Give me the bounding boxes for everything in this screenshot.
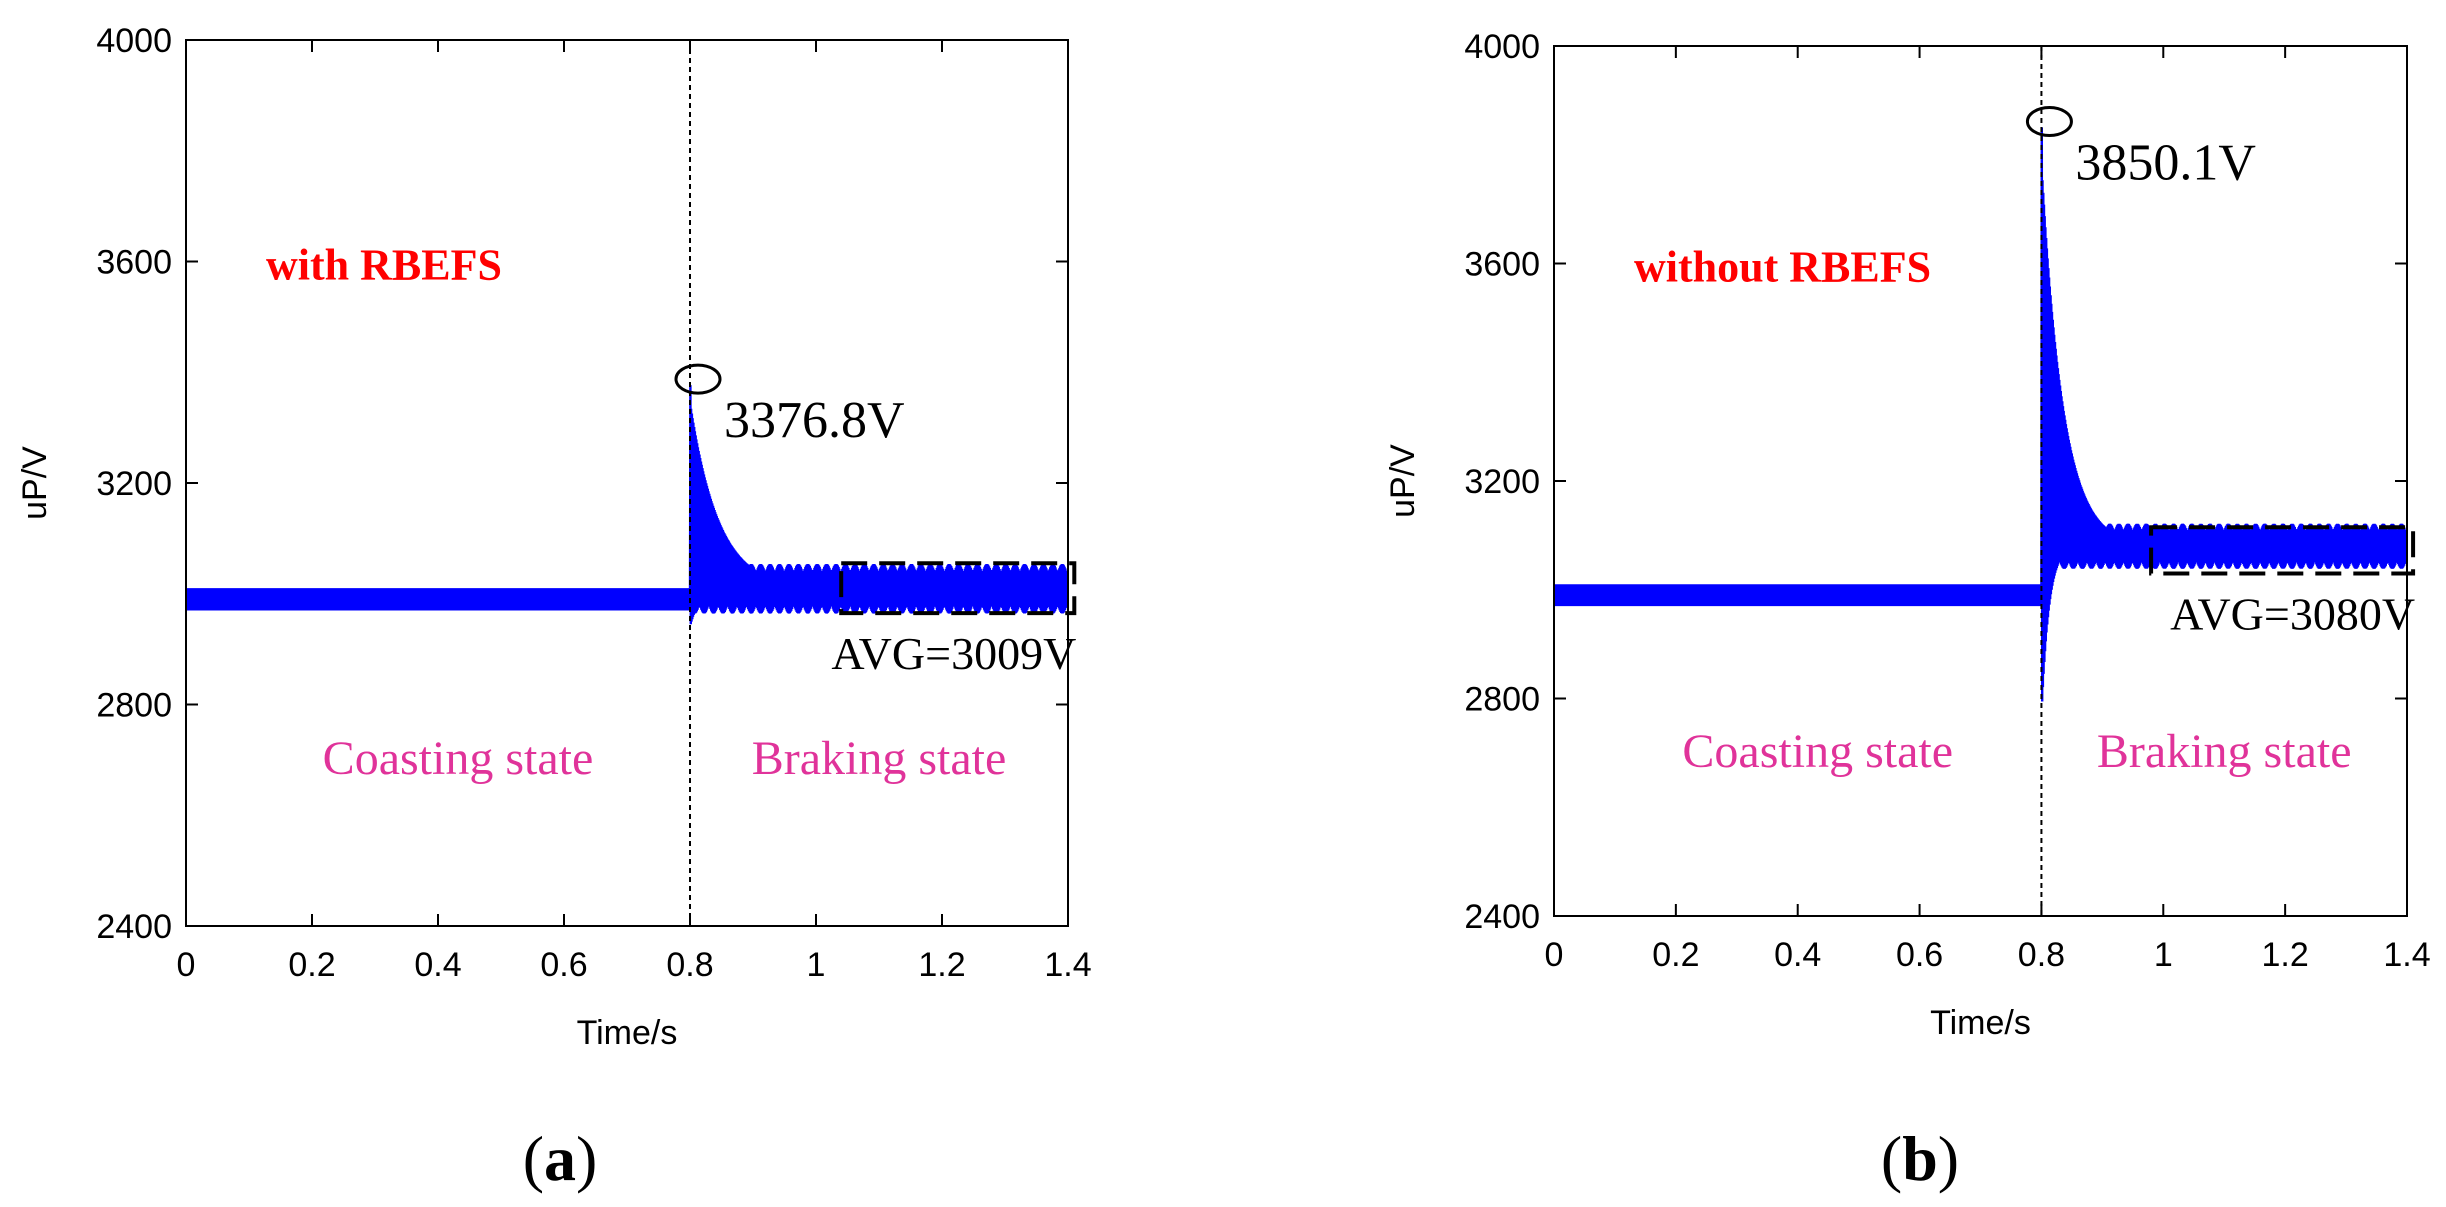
y-tick-label: 3200	[1464, 463, 1540, 501]
panel-b: 0 0.2 0.4 0.6 0.8 1 1.2 1.4 2400 2800 3200 3600 4000…	[1384, 28, 2431, 1194]
state-label-braking: Braking state	[752, 732, 1007, 785]
panel-a: 0 0.2 0.4 0.6 0.8 1 1.2 1.4 2400 2800 3200 3600 4000…	[16, 22, 1092, 1194]
caption-close: )	[576, 1123, 597, 1194]
x-tick-label: 0.8	[2018, 936, 2065, 974]
legend-text: without RBEFS	[1634, 243, 1931, 292]
avg-box	[2149, 525, 2416, 576]
x-tick-label: 0	[177, 946, 196, 984]
x-tick-label: 0.6	[540, 946, 587, 984]
x-tick-label: 1.4	[1044, 946, 1091, 984]
y-axis-label: uP/V	[16, 446, 54, 520]
state-label-braking: Braking state	[2097, 725, 2352, 778]
series-line-uP	[186, 385, 1068, 625]
caption-letter: b	[1902, 1123, 1938, 1194]
caption-open: (	[523, 1123, 544, 1194]
x-axis-label: Time/s	[577, 1014, 678, 1052]
y-tick-label: 2400	[1464, 898, 1540, 936]
y-tick-label: 2400	[96, 908, 172, 946]
series-line-uP	[1554, 127, 2407, 702]
caption-close: )	[1938, 1123, 1959, 1194]
y-tick-label: 3600	[1464, 246, 1540, 284]
x-axis-label: Time/s	[1930, 1004, 2031, 1042]
avg-box	[839, 561, 1077, 616]
plot-area	[186, 40, 1068, 926]
x-tick-label: 1	[2154, 936, 2173, 974]
x-tick-label: 0.8	[666, 946, 713, 984]
y-axis-label: uP/V	[1384, 444, 1422, 518]
plot-area	[1554, 46, 2407, 916]
x-tick-label: 0.2	[288, 946, 335, 984]
x-tick-label: 1.4	[2383, 936, 2430, 974]
peak-label: 3850.1V	[2075, 135, 2256, 192]
avg-label: AVG=3080V	[2170, 588, 2415, 639]
x-tick-label: 1.2	[2262, 936, 2309, 974]
peak-marker	[2025, 106, 2073, 138]
caption-open: (	[1881, 1123, 1902, 1194]
state-label-coasting: Coasting state	[1682, 725, 1953, 778]
x-tick-label: 0	[1545, 936, 1564, 974]
panel-caption: (a)	[523, 1123, 598, 1194]
state-label-coasting: Coasting state	[323, 732, 594, 785]
avg-label: AVG=3009V	[831, 628, 1076, 679]
caption-letter: a	[544, 1123, 576, 1194]
x-tick-label: 1	[807, 946, 826, 984]
peak-label: 3376.8V	[724, 392, 905, 449]
y-tick-label: 3600	[96, 244, 172, 282]
x-tick-label: 0.4	[1774, 936, 1821, 974]
legend-text: with RBEFS	[266, 241, 502, 290]
x-tick-label: 0.6	[1896, 936, 1943, 974]
y-tick-label: 2800	[1464, 681, 1540, 719]
panel-caption: (b)	[1881, 1123, 1959, 1194]
x-tick-label: 0.2	[1652, 936, 1699, 974]
y-tick-label: 3200	[96, 465, 172, 503]
y-tick-label: 4000	[1464, 28, 1540, 66]
y-tick-label: 4000	[96, 22, 172, 60]
x-tick-label: 1.2	[918, 946, 965, 984]
x-tick-label: 0.4	[414, 946, 461, 984]
peak-marker	[674, 363, 722, 395]
y-tick-label: 2800	[96, 687, 172, 725]
